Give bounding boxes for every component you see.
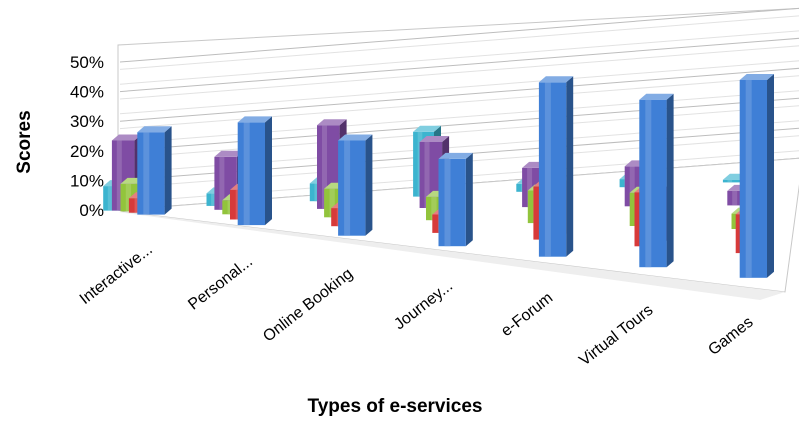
bar: [539, 76, 573, 256]
bar: [338, 135, 372, 236]
bar: [639, 94, 673, 268]
y-tick-label: 20%: [70, 142, 104, 161]
category-label: Journey...: [391, 277, 456, 333]
category-label: Virtual Tours: [576, 302, 656, 370]
category-label: Games: [705, 314, 756, 359]
y-tick-label: 50%: [70, 53, 104, 72]
y-tick-label: 10%: [70, 171, 104, 190]
category-label: Online Booking: [260, 265, 356, 345]
y-axis-title: Scores: [14, 110, 35, 173]
x-axis-title: Types of e-services: [308, 396, 483, 417]
y-tick-label: 30%: [70, 112, 104, 131]
y-tick-label: 40%: [70, 83, 104, 102]
bar: [137, 126, 171, 214]
y-axis-ticks: 0% 10% 20% 30% 40% 50%: [70, 53, 104, 220]
category-label: Personal...: [185, 253, 256, 313]
category-label: e-Forum: [498, 289, 556, 340]
y-tick-label: 0%: [79, 201, 104, 220]
category-label: Interactive...: [77, 241, 156, 308]
bar: [740, 74, 774, 278]
bar: [238, 116, 272, 225]
bar: [439, 153, 473, 246]
